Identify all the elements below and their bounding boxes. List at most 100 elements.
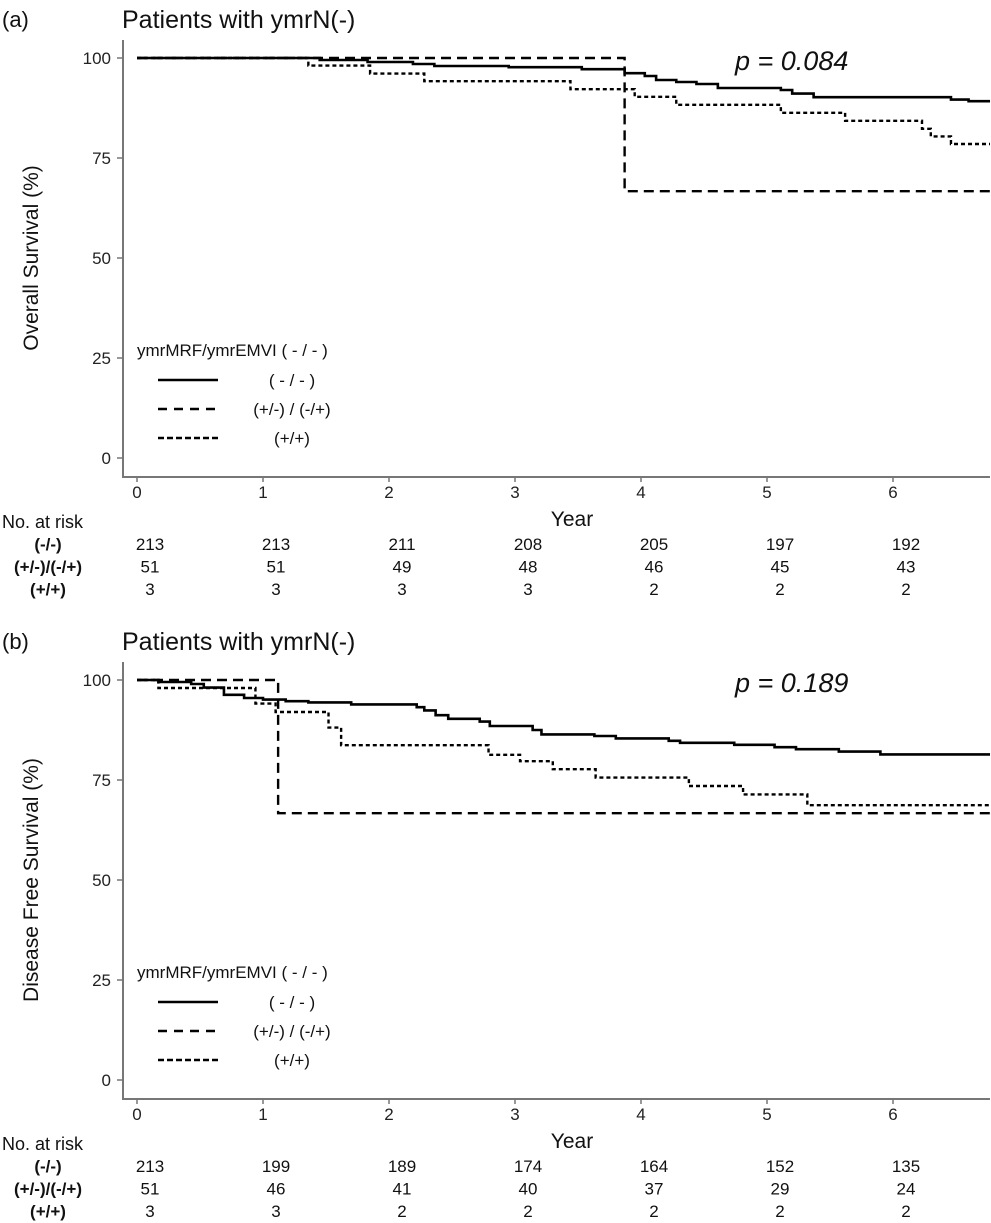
- x-tick-label: 4: [636, 483, 645, 502]
- risk-value: 51: [141, 558, 160, 577]
- risk-value: 164: [640, 1157, 668, 1176]
- risk-value: 29: [771, 1180, 790, 1199]
- legend-title: ymrMRF/ymrEMVI ( - / - ): [137, 341, 328, 360]
- panel-label: (b): [2, 629, 29, 654]
- y-axis-label: Overall Survival (%): [20, 165, 43, 351]
- risk-value: 49: [393, 558, 412, 577]
- x-tick-label: 3: [510, 483, 519, 502]
- x-axis-label: Year: [551, 508, 593, 531]
- y-tick-label: 100: [83, 671, 111, 690]
- x-tick-label: 6: [888, 483, 897, 502]
- legend-label: (+/+): [274, 429, 310, 448]
- y-axis-label: Disease Free Survival (%): [20, 758, 43, 1002]
- y-tick-label: 25: [92, 349, 111, 368]
- risk-value: 135: [892, 1157, 920, 1176]
- risk-value: 2: [523, 1202, 532, 1221]
- risk-value: 3: [145, 580, 154, 599]
- x-tick-label: 5: [762, 483, 771, 502]
- y-tick-label: 50: [92, 871, 111, 890]
- risk-value: 211: [388, 535, 415, 554]
- risk-value: 51: [267, 558, 286, 577]
- x-tick-label: 6: [888, 1105, 897, 1124]
- risk-value: 3: [523, 580, 532, 599]
- axes: [122, 662, 990, 1100]
- risk-value: 46: [645, 558, 664, 577]
- risk-value: 2: [901, 580, 910, 599]
- y-tick-label: 0: [102, 1071, 111, 1090]
- risk-row-label: (-/-): [34, 535, 61, 554]
- risk-value: 48: [519, 558, 538, 577]
- x-tick-label: 1: [258, 1105, 267, 1124]
- risk-value: 205: [640, 535, 668, 554]
- risk-row-label: (+/-)/(-/+): [14, 558, 82, 577]
- p-value: p = 0.084: [734, 46, 848, 76]
- risk-value: 45: [771, 558, 790, 577]
- risk-table-header: No. at risk: [2, 1134, 84, 1154]
- risk-value: 40: [519, 1180, 538, 1199]
- x-tick-label: 3: [510, 1105, 519, 1124]
- risk-row-label: (+/+): [30, 1202, 66, 1221]
- risk-value: 174: [514, 1157, 542, 1176]
- legend-label: ( - / - ): [269, 993, 315, 1012]
- risk-value: 2: [901, 1202, 910, 1221]
- x-tick-label: 0: [132, 1105, 141, 1124]
- x-tick-label: 0: [132, 483, 141, 502]
- risk-value: 2: [775, 1202, 784, 1221]
- risk-row-label: (+/+): [30, 580, 66, 599]
- axes: [122, 40, 990, 478]
- risk-row-label: (-/-): [34, 1157, 61, 1176]
- chart-title: Patients with ymrN(-): [122, 628, 355, 656]
- risk-value: 51: [141, 1180, 160, 1199]
- y-tick-label: 100: [83, 49, 111, 68]
- risk-row-label: (+/-)/(-/+): [14, 1180, 82, 1199]
- risk-value: 3: [271, 580, 280, 599]
- risk-value: 37: [645, 1180, 664, 1199]
- x-tick-label: 4: [636, 1105, 645, 1124]
- legend-title: ymrMRF/ymrEMVI ( - / - ): [137, 963, 328, 982]
- risk-value: 213: [136, 535, 164, 554]
- y-tick-label: 0: [102, 449, 111, 468]
- risk-value: 24: [897, 1180, 916, 1199]
- risk-value: 3: [397, 580, 406, 599]
- risk-table-header: No. at risk: [2, 512, 84, 532]
- risk-value: 46: [267, 1180, 286, 1199]
- survival-curve-mixed: [137, 678, 991, 807]
- y-tick-label: 75: [92, 771, 111, 790]
- x-tick-label: 2: [384, 1105, 393, 1124]
- legend-label: (+/-) / (-/+): [253, 400, 330, 419]
- risk-value: 199: [262, 1157, 290, 1176]
- x-tick-label: 1: [258, 483, 267, 502]
- panel-label: (a): [2, 7, 29, 32]
- y-tick-label: 50: [92, 249, 111, 268]
- risk-value: 213: [136, 1157, 164, 1176]
- p-value: p = 0.189: [734, 668, 848, 698]
- risk-value: 213: [262, 535, 290, 554]
- panel-b: (b) Patients with ymrN(-) p = 0.189 Disease…: [2, 628, 991, 1221]
- risk-value: 197: [766, 535, 794, 554]
- legend-label: (+/-) / (-/+): [253, 1022, 330, 1041]
- risk-value: 2: [397, 1202, 406, 1221]
- risk-value: 208: [514, 535, 542, 554]
- legend-label: (+/+): [274, 1051, 310, 1070]
- chart-title: Patients with ymrN(-): [122, 6, 355, 34]
- survival-curve-mixed: [137, 56, 991, 146]
- survival-curve-pos-pos: [137, 56, 991, 193]
- risk-value: 3: [271, 1202, 280, 1221]
- survival-curve-pos-pos: [137, 678, 991, 815]
- x-tick-label: 5: [762, 1105, 771, 1124]
- legend-label: ( - / - ): [269, 371, 315, 390]
- risk-value: 41: [393, 1180, 412, 1199]
- risk-value: 3: [145, 1202, 154, 1221]
- y-tick-label: 25: [92, 971, 111, 990]
- risk-value: 2: [775, 580, 784, 599]
- risk-value: 192: [892, 535, 920, 554]
- x-axis-label: Year: [551, 1130, 593, 1153]
- risk-value: 2: [649, 1202, 658, 1221]
- risk-value: 152: [766, 1157, 794, 1176]
- risk-value: 43: [897, 558, 916, 577]
- x-tick-label: 2: [384, 483, 393, 502]
- risk-value: 189: [388, 1157, 416, 1176]
- survival-curve-neg-neg: [137, 678, 991, 756]
- panel-a: (a) Patients with ymrN(-) p = 0.084 Overall…: [2, 6, 991, 599]
